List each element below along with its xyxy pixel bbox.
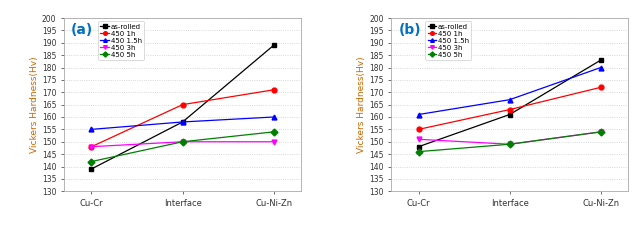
Legend: as-rolled, 450 1h, 450 1.5h, 450 3h, 450 5h: as-rolled, 450 1h, 450 1.5h, 450 3h, 450…	[98, 21, 144, 60]
450 1.5h	[506, 98, 513, 101]
450 5h	[506, 143, 513, 146]
Line: 450 5h: 450 5h	[416, 129, 603, 154]
450 5h	[179, 140, 187, 143]
Y-axis label: Vickers Hardness(Hv): Vickers Hardness(Hv)	[30, 56, 39, 153]
Line: as-rolled: as-rolled	[416, 58, 603, 149]
Line: 450 3h: 450 3h	[89, 139, 276, 149]
450 5h	[415, 150, 422, 153]
450 3h	[597, 130, 604, 133]
as-rolled	[597, 59, 604, 61]
Line: 450 3h: 450 3h	[416, 129, 603, 147]
Legend: as-rolled, 450 1h, 450 1.5h, 450 3h, 450 5h: as-rolled, 450 1h, 450 1.5h, 450 3h, 450…	[426, 21, 471, 60]
Text: (a): (a)	[71, 23, 94, 37]
450 3h	[179, 140, 187, 143]
450 1.5h	[88, 128, 96, 131]
as-rolled	[270, 44, 278, 47]
Line: 450 5h: 450 5h	[89, 129, 276, 164]
450 1h	[179, 103, 187, 106]
Line: 450 1.5h: 450 1.5h	[89, 115, 276, 132]
as-rolled	[88, 168, 96, 170]
450 1.5h	[179, 121, 187, 123]
450 1h	[415, 128, 422, 131]
450 3h	[270, 140, 278, 143]
450 1.5h	[415, 113, 422, 116]
450 1h	[270, 88, 278, 91]
Line: 450 1.5h: 450 1.5h	[416, 65, 603, 117]
450 1h	[506, 108, 513, 111]
as-rolled	[415, 145, 422, 148]
Text: (b): (b)	[398, 23, 421, 37]
450 5h	[597, 130, 604, 133]
Line: 450 1h: 450 1h	[416, 85, 603, 132]
450 1h	[88, 145, 96, 148]
Line: 450 1h: 450 1h	[89, 87, 276, 149]
450 3h	[88, 145, 96, 148]
450 3h	[506, 143, 513, 146]
Y-axis label: Vickers Hardness(Hv): Vickers Hardness(Hv)	[357, 56, 366, 153]
as-rolled	[179, 121, 187, 123]
450 5h	[88, 160, 96, 163]
450 1h	[597, 86, 604, 89]
450 5h	[270, 130, 278, 133]
450 3h	[415, 138, 422, 141]
Line: as-rolled: as-rolled	[89, 43, 276, 171]
as-rolled	[506, 113, 513, 116]
450 1.5h	[597, 66, 604, 69]
450 1.5h	[270, 116, 278, 118]
